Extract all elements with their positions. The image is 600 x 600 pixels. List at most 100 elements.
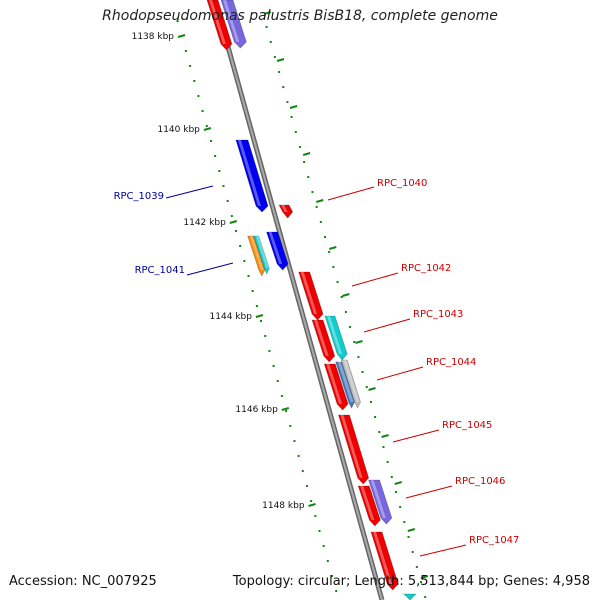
dot-inner: [176, 20, 179, 22]
dot-inner: [297, 455, 300, 457]
dot-inner: [239, 245, 242, 247]
dot-inner: [184, 50, 187, 52]
dot-outer: [378, 431, 381, 433]
dot-inner: [285, 410, 288, 412]
dot-inner: [193, 80, 196, 82]
dot-inner: [205, 125, 208, 127]
dot-outer: [269, 41, 272, 43]
dot-outer: [273, 56, 276, 58]
leader-line: [419, 544, 467, 557]
dot-inner: [272, 365, 275, 367]
dot-outer: [411, 551, 414, 553]
dot-outer: [415, 566, 418, 568]
tick-label: 1146 kbp: [235, 405, 278, 415]
gene-rpc-1046a: [357, 485, 381, 527]
genome-backbone: [212, 0, 385, 600]
dot-outer: [424, 596, 427, 598]
tick-label: 1142 kbp: [183, 218, 226, 228]
gene-rpc-1046: [368, 479, 393, 525]
dot-outer: [357, 356, 360, 358]
dot-inner: [289, 425, 292, 427]
gene-rpc-1043: [324, 315, 348, 361]
minor-dash: [302, 152, 311, 156]
gene-rpc-1041: [266, 231, 289, 271]
dot-inner: [243, 260, 246, 262]
gene-cyan-left: [253, 235, 270, 276]
dot-inner: [235, 230, 238, 232]
gene-rpc-1044a: [323, 363, 349, 411]
leader-line: [376, 366, 424, 381]
dot-outer: [298, 146, 301, 148]
dot-outer: [290, 116, 293, 118]
gene-label: RPC_1039: [114, 191, 164, 202]
dot-outer: [420, 581, 423, 583]
dot-outer: [340, 296, 343, 298]
dot-outer: [324, 236, 327, 238]
gene-rpc-1045: [337, 414, 370, 485]
dot-outer: [294, 131, 297, 133]
leader-line: [405, 485, 453, 499]
tick-mark: [177, 34, 186, 38]
dot-outer: [349, 326, 352, 328]
dot-outer: [319, 221, 322, 223]
gene-label: RPC_1040: [377, 178, 427, 189]
dot-outer: [353, 341, 356, 343]
dot-inner: [260, 320, 263, 322]
tick-mark: [255, 314, 264, 318]
dot-inner: [255, 305, 258, 307]
minor-dash: [315, 199, 324, 203]
minor-dash: [289, 105, 298, 109]
dot-inner: [214, 155, 217, 157]
dot-inner: [280, 395, 283, 397]
dot-inner: [201, 110, 204, 112]
tick-label: 1138 kbp: [132, 32, 175, 42]
dot-outer: [303, 161, 306, 163]
dot-outer: [328, 251, 331, 253]
dot-inner: [230, 215, 233, 217]
guide-dots: [176, 11, 429, 598]
minor-dash: [263, 11, 272, 15]
dot-outer: [365, 386, 368, 388]
gene-bottom-cyan: [402, 593, 417, 600]
dot-outer: [390, 476, 393, 478]
dot-inner: [247, 275, 250, 277]
minor-dash: [276, 58, 285, 62]
gene-label: RPC_1047: [469, 535, 519, 546]
dot-outer: [278, 71, 281, 73]
leader-line: [363, 318, 411, 333]
dot-inner: [218, 170, 221, 172]
gene-rpc-1040: [278, 204, 294, 219]
gene-top-red: [206, 0, 233, 51]
minor-dash: [368, 387, 376, 391]
dot-outer: [307, 176, 310, 178]
accession-text: Accession: NC_007925: [9, 574, 157, 589]
gene-label: RPC_1043: [413, 309, 463, 320]
minor-dash: [394, 481, 402, 485]
dot-outer: [399, 506, 402, 508]
gene-rpc-1039: [235, 139, 269, 213]
dot-inner: [322, 545, 325, 547]
minor-dash: [407, 528, 416, 532]
dot-inner: [314, 515, 317, 517]
dot-outer: [286, 101, 289, 103]
gene-label: RPC_1041: [135, 265, 185, 276]
dot-inner: [197, 95, 200, 97]
leader-line: [351, 272, 399, 287]
dot-inner: [251, 290, 254, 292]
gene-orange: [247, 235, 266, 277]
leader-line: [186, 262, 234, 276]
tick-mark: [203, 127, 212, 131]
leader-line: [165, 185, 214, 199]
dot-outer: [394, 491, 397, 493]
dot-outer: [336, 281, 339, 283]
tick-label: 1144 kbp: [210, 312, 253, 322]
dot-inner: [293, 440, 296, 442]
gene-rpc-1047: [370, 531, 399, 591]
dot-outer: [407, 536, 410, 538]
dot-inner: [331, 575, 334, 577]
dot-outer: [315, 206, 318, 208]
gene-label: RPC_1044: [426, 357, 476, 368]
dot-outer: [369, 401, 372, 403]
label-leaders: [165, 185, 467, 557]
dot-inner: [335, 590, 338, 592]
